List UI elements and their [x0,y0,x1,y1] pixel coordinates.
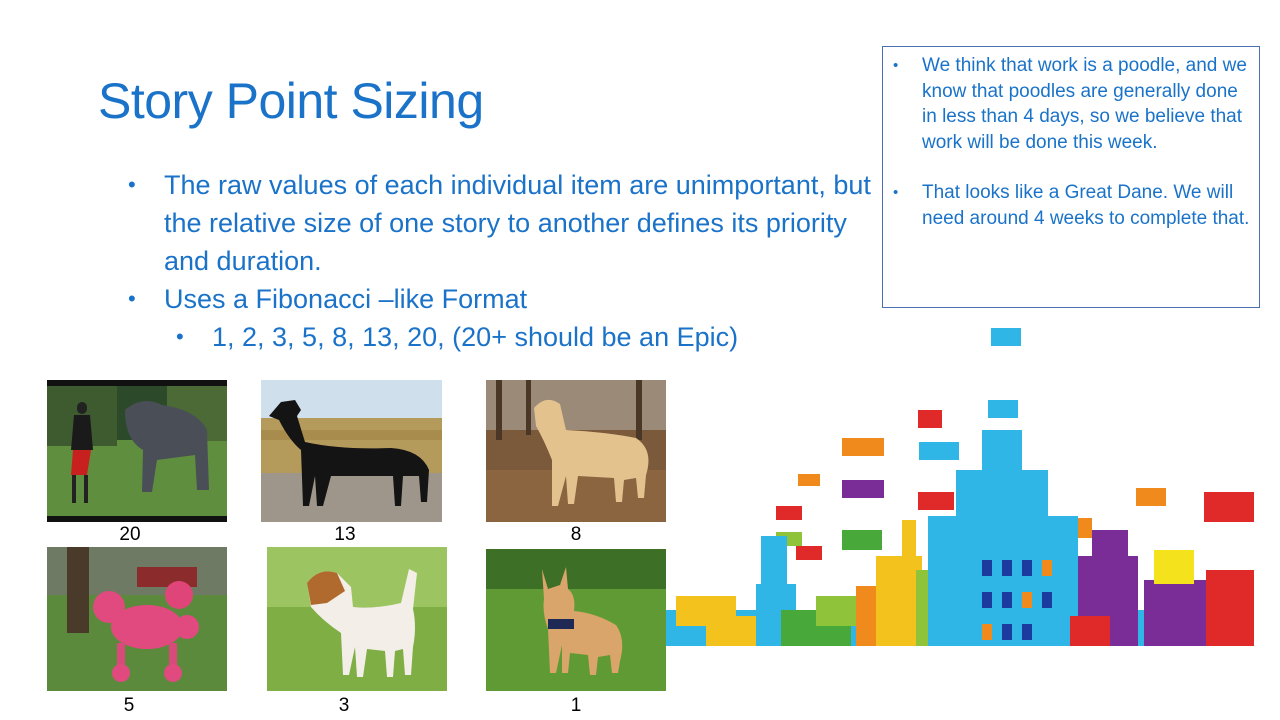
size-label-8: 8 [570,524,582,545]
golden-retriever-photo [486,380,666,522]
bullet-relative-size: The raw values of each individual item a… [128,166,888,280]
chihuahua-photo [486,549,666,691]
sub-bullet-sequence: 1, 2, 3, 5, 8, 13, 20, (20+ should be an… [176,318,888,356]
jack-russell-photo [267,547,447,691]
callout-great-dane: That looks like a Great Dane. We will ne… [891,180,1251,231]
size-label-13: 13 [334,524,356,545]
bullet-list: The raw values of each individual item a… [128,166,888,356]
size-label-3: 3 [338,695,350,716]
size-label-5: 5 [123,695,135,716]
callout-box: We think that work is a poodle, and we k… [882,46,1260,308]
mastiff-photo [47,380,227,522]
bullet-fibonacci: Uses a Fibonacci –like Format [128,280,888,318]
size-label-20: 20 [119,524,141,545]
pink-poodle-photo [47,547,227,691]
size-label-1: 1 [570,695,582,716]
callout-poodle: We think that work is a poodle, and we k… [891,53,1251,155]
slide-title: Story Point Sizing [98,73,484,129]
great-dane-photo [261,380,442,522]
lego-city-illustration [666,320,1266,650]
